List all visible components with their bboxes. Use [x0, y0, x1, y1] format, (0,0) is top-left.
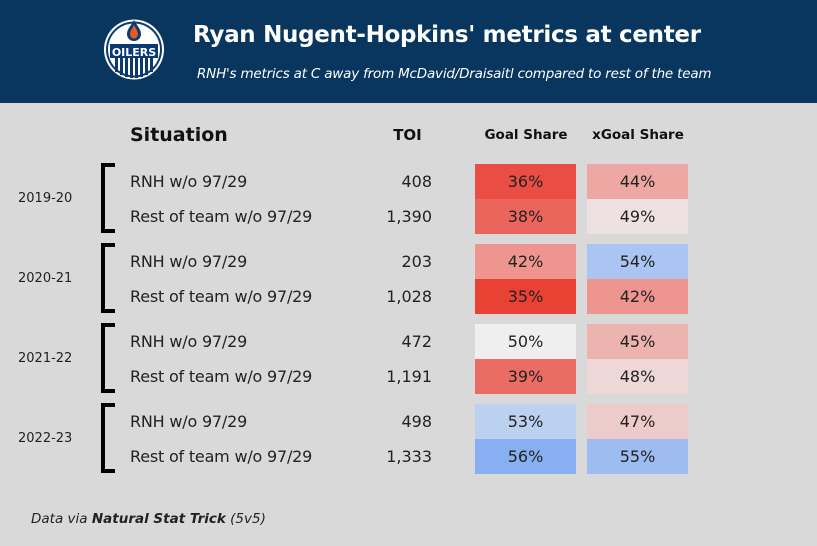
- season-bracket: [101, 163, 115, 233]
- goal-share-cell: 53%: [475, 404, 576, 439]
- logo-text: OILERS: [112, 46, 156, 59]
- goal-share-cell: 39%: [475, 359, 576, 394]
- xgoal-share-cell: 49%: [587, 199, 688, 234]
- column-header-toi: TOI: [393, 126, 422, 144]
- situation-label: Rest of team w/o 97/29: [130, 207, 313, 226]
- situation-label: Rest of team w/o 97/29: [130, 287, 313, 306]
- header: OILERS Ryan Nugent-Hopkins' metrics at c…: [0, 0, 817, 103]
- season-label: 2022-23: [18, 431, 73, 446]
- source-prefix: Data via: [31, 511, 92, 527]
- goal-share-cell: 35%: [475, 279, 576, 314]
- toi-value: 1,191: [386, 367, 432, 386]
- source-suffix: (5v5): [225, 511, 266, 527]
- toi-value: 1,333: [386, 447, 432, 466]
- column-header-situation: Situation: [130, 124, 228, 146]
- toi-value: 498: [401, 412, 432, 431]
- xgoal-share-cell: 54%: [587, 244, 688, 279]
- situation-label: Rest of team w/o 97/29: [130, 447, 313, 466]
- xgoal-share-cell: 44%: [587, 164, 688, 199]
- source-name: Natural Stat Trick: [91, 511, 226, 527]
- source-note: Data via Natural Stat Trick (5v5): [31, 511, 266, 527]
- column-header-goal-share: Goal Share: [484, 127, 568, 143]
- goal-share-cell: 36%: [475, 164, 576, 199]
- season-label: 2021-22: [18, 351, 73, 366]
- page-title: Ryan Nugent-Hopkins' metrics at center: [193, 22, 701, 48]
- season-label: 2019-20: [18, 191, 73, 206]
- column-header-xgoal-share: xGoal Share: [592, 127, 684, 143]
- toi-value: 203: [401, 252, 432, 271]
- xgoal-share-cell: 47%: [587, 404, 688, 439]
- season-bracket: [101, 403, 115, 473]
- goal-share-cell: 56%: [475, 439, 576, 474]
- toi-value: 408: [401, 172, 432, 191]
- goal-share-cell: 50%: [475, 324, 576, 359]
- xgoal-share-cell: 42%: [587, 279, 688, 314]
- situation-label: RNH w/o 97/29: [130, 412, 248, 431]
- situation-label: Rest of team w/o 97/29: [130, 367, 313, 386]
- goal-share-cell: 38%: [475, 199, 576, 234]
- season-bracket: [101, 243, 115, 313]
- toi-value: 1,028: [386, 287, 432, 306]
- goal-share-cell: 42%: [475, 244, 576, 279]
- situation-label: RNH w/o 97/29: [130, 332, 248, 351]
- edmonton-oilers-logo-icon: OILERS: [104, 19, 164, 80]
- page-subtitle: RNH's metrics at C away from McDavid/Dra…: [197, 66, 712, 82]
- season-label: 2020-21: [18, 271, 73, 286]
- xgoal-share-cell: 45%: [587, 324, 688, 359]
- situation-label: RNH w/o 97/29: [130, 172, 248, 191]
- situation-label: RNH w/o 97/29: [130, 252, 248, 271]
- season-bracket: [101, 323, 115, 393]
- toi-value: 1,390: [386, 207, 432, 226]
- toi-value: 472: [401, 332, 432, 351]
- xgoal-share-cell: 55%: [587, 439, 688, 474]
- xgoal-share-cell: 48%: [587, 359, 688, 394]
